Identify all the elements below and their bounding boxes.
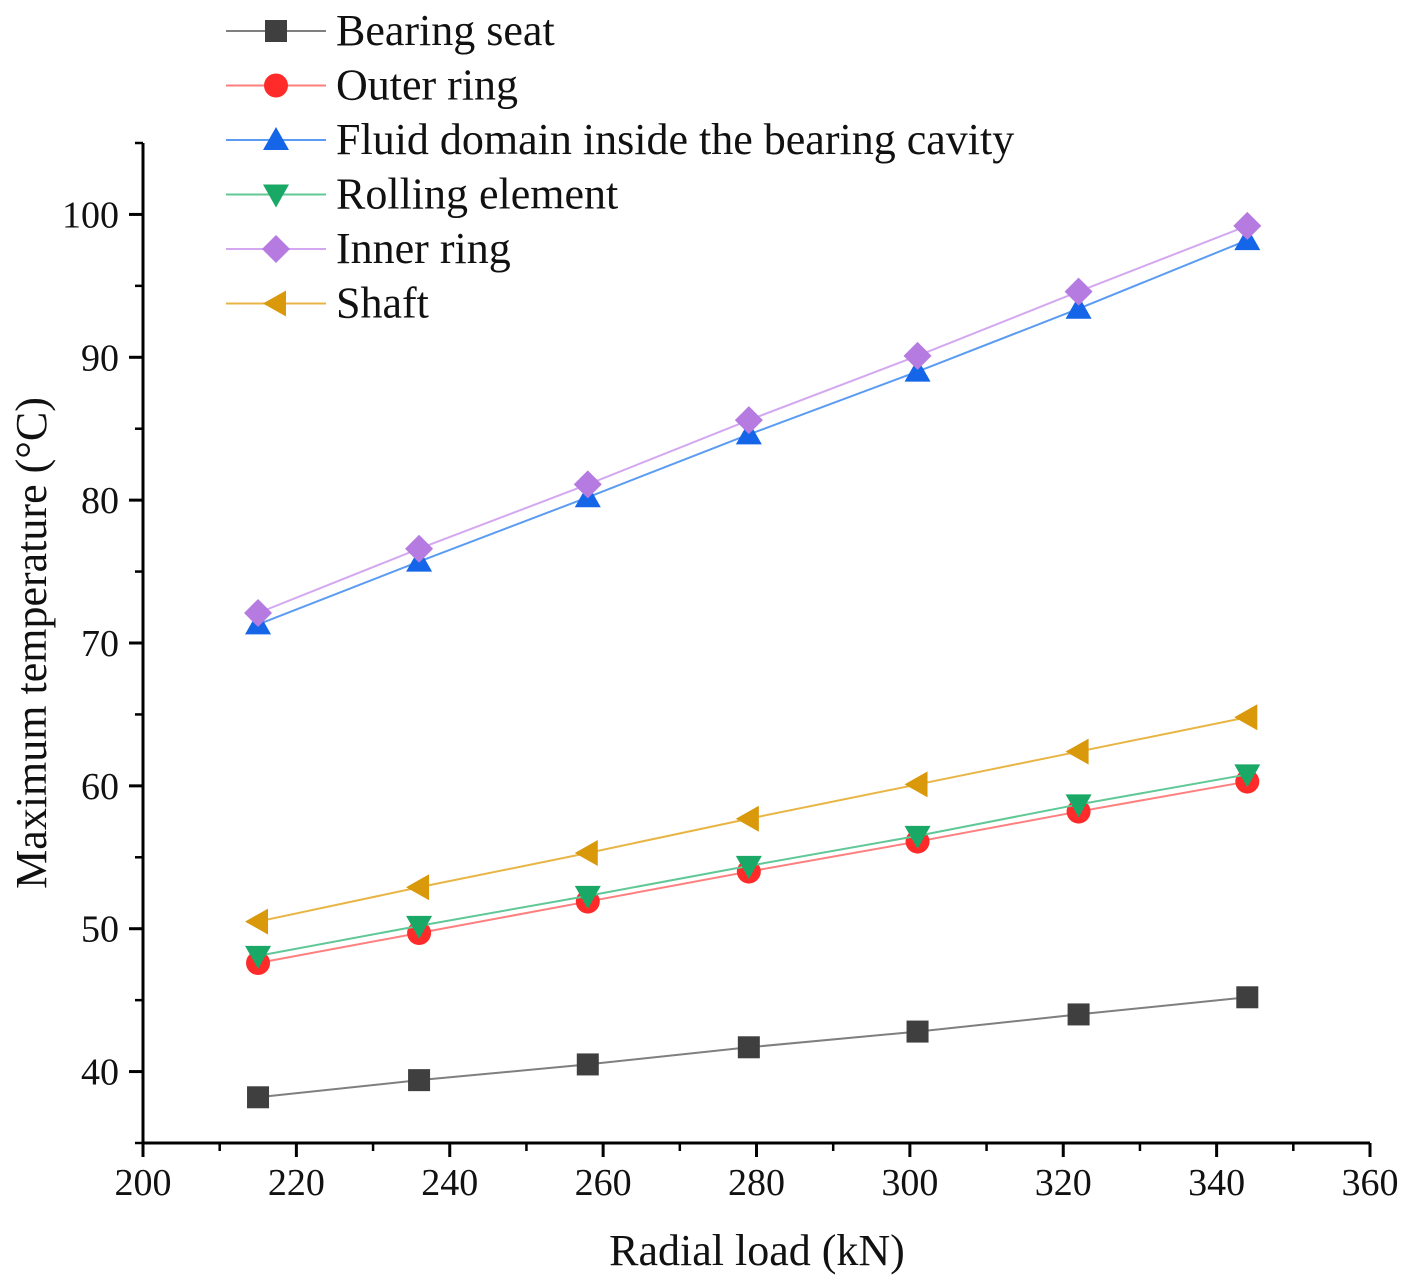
legend-entry: Fluid domain inside the bearing cavity (226, 115, 1014, 164)
y-tick-label: 100 (62, 194, 119, 236)
legend-entry: Outer ring (226, 61, 518, 110)
data-point (406, 915, 433, 939)
legend-label: Rolling element (336, 170, 618, 219)
data-point (904, 771, 928, 798)
data-point (735, 805, 759, 832)
data-point (903, 341, 932, 370)
y-tick-label: 50 (81, 909, 119, 951)
data-point (405, 534, 434, 563)
y-tick-label: 60 (81, 766, 119, 808)
legend: Bearing seat Outer ring Fluid domain insid… (226, 6, 1014, 328)
legend-marker (263, 184, 289, 208)
series-outer-ring (246, 769, 1260, 975)
data-point (1234, 764, 1261, 788)
x-tick-label: 320 (1035, 1162, 1092, 1204)
data-point (904, 358, 931, 382)
legend-marker (265, 20, 287, 42)
legend-marker (263, 290, 286, 317)
data-point (734, 406, 763, 435)
legend-entry: Bearing seat (226, 6, 555, 55)
data-point (574, 840, 598, 866)
data-point (408, 1069, 431, 1092)
legend-entry: Shaft (226, 279, 429, 328)
data-point (906, 1020, 929, 1043)
data-point (1065, 295, 1092, 319)
data-point (1065, 794, 1092, 818)
legend-label: Bearing seat (336, 6, 555, 55)
x-tick-label: 340 (1188, 1162, 1245, 1204)
data-point (1236, 986, 1259, 1009)
legend-entry: Inner ring (226, 224, 511, 273)
legend-label: Outer ring (336, 61, 518, 110)
y-tick-label: 90 (81, 337, 119, 379)
data-point (1234, 704, 1258, 731)
axes: 200 220 240 260 280 300 320 340 360 40 50 60 70 80 90 1… (62, 141, 1399, 1204)
y-tick-label: 80 (81, 480, 119, 522)
legend-entry: Rolling element (226, 170, 618, 219)
data-point (737, 1036, 760, 1059)
x-tick-label: 280 (728, 1162, 785, 1204)
legend-marker (262, 235, 290, 263)
x-axis-label: Radial load (kN) (609, 1226, 905, 1275)
legend-marker (264, 73, 288, 98)
legend-label: Shaft (336, 279, 429, 328)
x-tick-label: 200 (115, 1162, 172, 1204)
data-point (576, 1053, 599, 1076)
data-point (1067, 1003, 1090, 1026)
legend-label: Inner ring (336, 224, 511, 273)
x-tick-label: 220 (268, 1162, 325, 1204)
x-tick-label: 240 (421, 1162, 478, 1204)
data-point (245, 908, 269, 935)
legend-label: Fluid domain inside the bearing cavity (336, 115, 1014, 164)
y-tick-label: 70 (81, 623, 119, 665)
data-point (1064, 277, 1093, 306)
x-tick-label: 360 (1342, 1162, 1399, 1204)
data-point (406, 874, 430, 901)
plot-series (244, 211, 1262, 1109)
y-tick-label: 40 (81, 1052, 119, 1094)
series-rolling-element (245, 764, 1261, 969)
data-point (247, 1086, 270, 1109)
y-axis-label: Maximum temperature (°C) (7, 397, 56, 889)
x-tick-label: 260 (575, 1162, 632, 1204)
legend-marker (263, 127, 289, 150)
series-shaft (245, 704, 1258, 935)
data-point (1233, 211, 1262, 240)
x-tick-label: 300 (881, 1162, 938, 1204)
series-bearing-seat (247, 986, 1259, 1109)
data-point (904, 825, 931, 849)
data-point (244, 599, 273, 627)
data-point (1065, 738, 1089, 765)
data-point (245, 945, 272, 969)
data-point (735, 855, 762, 879)
data-point (574, 885, 601, 909)
data-point (573, 470, 602, 499)
series-inner-ring (244, 211, 1262, 627)
